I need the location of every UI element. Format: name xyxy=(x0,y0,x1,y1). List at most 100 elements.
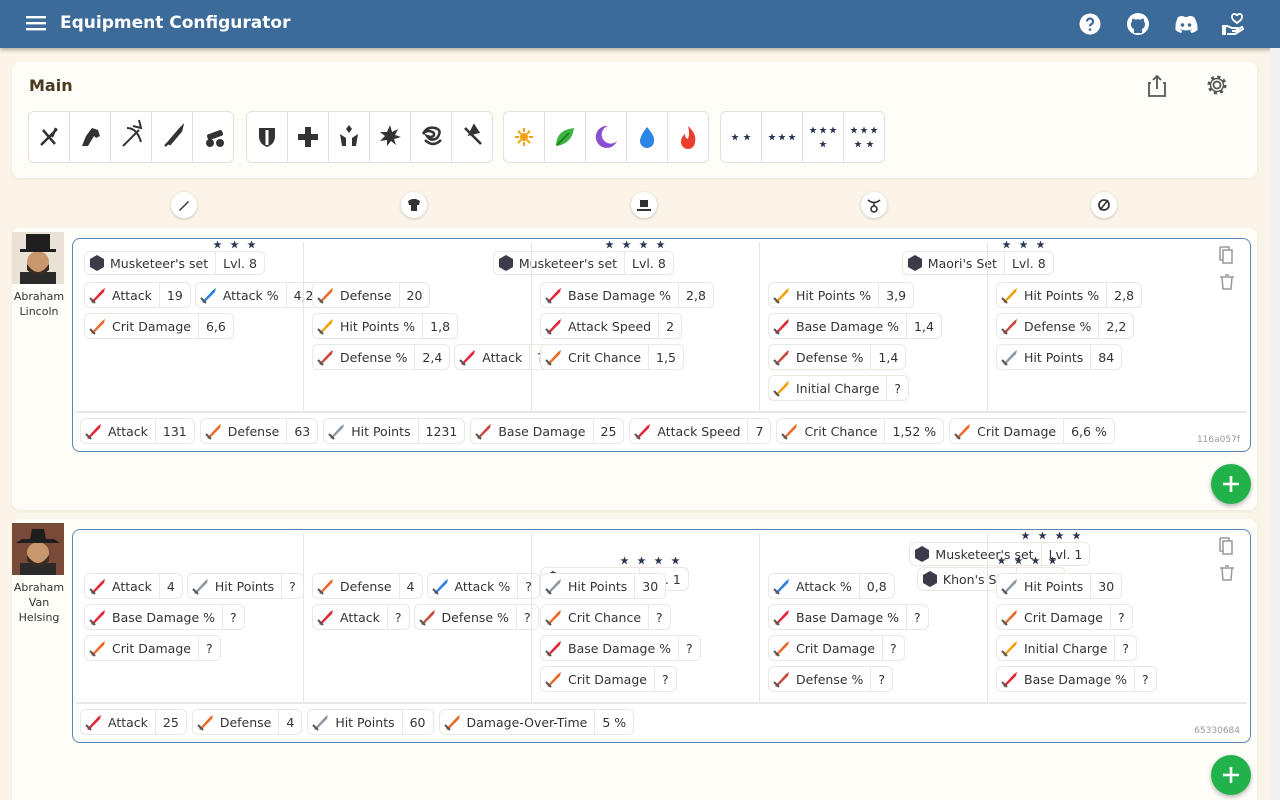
filter-button[interactable] xyxy=(545,112,586,162)
copy-button[interactable] xyxy=(1218,246,1236,266)
app-title: Equipment Configurator xyxy=(60,13,291,33)
avatar-face xyxy=(27,542,49,564)
rarity-star xyxy=(637,556,646,565)
filter-button[interactable] xyxy=(762,112,803,162)
discord-button[interactable] xyxy=(1174,15,1198,33)
filter-button[interactable] xyxy=(586,112,627,162)
stat-value: 4 xyxy=(166,578,175,594)
icon-shape xyxy=(461,350,476,365)
filter-button[interactable] xyxy=(29,112,70,162)
icon xyxy=(179,201,189,211)
stat-row: Hit Points 30 xyxy=(540,573,667,599)
icon-shape xyxy=(431,588,439,595)
stat-row: Defense % 1,4 xyxy=(768,344,907,370)
section-title: Main xyxy=(29,76,73,95)
delete-button[interactable] xyxy=(1219,565,1235,581)
icon-shape xyxy=(775,579,789,594)
element-filter xyxy=(503,111,709,163)
divider xyxy=(624,252,626,274)
icon-shape xyxy=(547,579,561,594)
filter-button[interactable] xyxy=(247,112,288,162)
stat-name: Defense % xyxy=(441,609,509,625)
stat-row: Defense %? xyxy=(768,666,894,692)
divider xyxy=(1040,543,1042,565)
hero-avatar xyxy=(12,523,64,575)
divider xyxy=(197,636,199,660)
filter-button[interactable] xyxy=(329,112,370,162)
filter-button[interactable] xyxy=(803,112,844,162)
filter-button[interactable] xyxy=(721,112,762,162)
delete-button[interactable] xyxy=(1219,274,1235,290)
share-button[interactable] xyxy=(1147,74,1167,98)
set-name: Musketeer's set xyxy=(935,546,1034,562)
github-button[interactable] xyxy=(1126,12,1150,36)
icon-shape xyxy=(1220,565,1234,581)
icon-shape xyxy=(773,390,780,397)
stat-row: Base Damage % 2,8 xyxy=(540,282,714,308)
filter-button[interactable] xyxy=(668,112,708,162)
stat-name: Base Damage % xyxy=(796,318,900,334)
star-shape xyxy=(1056,531,1064,539)
filter-button[interactable] xyxy=(452,112,492,162)
add-button[interactable] xyxy=(1211,464,1251,504)
weapon-column-header[interactable] xyxy=(171,192,197,218)
stat-name: Defense % xyxy=(1024,318,1092,334)
stat-value: 30 xyxy=(642,578,659,594)
star-shape xyxy=(605,240,613,248)
ring-column-header[interactable] xyxy=(1091,192,1117,218)
menu-button[interactable] xyxy=(26,14,46,32)
helmet-column-header[interactable] xyxy=(631,192,657,218)
divider xyxy=(870,667,872,691)
filter-button[interactable] xyxy=(411,112,452,162)
icon-shape xyxy=(201,288,216,303)
stat-chip: Attack %4,2 xyxy=(194,282,322,308)
stat-name: Damage-Over-Time xyxy=(466,714,588,730)
filter-button[interactable] xyxy=(111,112,152,162)
icon-shape xyxy=(1001,297,1008,304)
icon-shape xyxy=(545,328,552,335)
stat-value: ? xyxy=(525,578,532,594)
donate-button[interactable] xyxy=(1221,12,1245,36)
settings-button[interactable] xyxy=(1206,74,1228,96)
divider xyxy=(1090,345,1092,369)
icon-shape xyxy=(783,424,798,439)
add-button[interactable] xyxy=(1211,755,1251,795)
filter-button[interactable] xyxy=(627,112,668,162)
stat-icon xyxy=(545,641,561,657)
filter-button[interactable] xyxy=(370,112,411,162)
stat-value: 19 xyxy=(166,287,183,303)
stat-value: 25 xyxy=(162,714,179,730)
help-button[interactable] xyxy=(1079,13,1101,35)
stat-name: Attack xyxy=(482,349,523,365)
stat-chip: Base Damage %? xyxy=(84,604,245,630)
filter-button[interactable] xyxy=(70,112,111,162)
divider xyxy=(1109,605,1111,629)
icon-shape xyxy=(773,359,780,366)
icon-shape xyxy=(1001,619,1008,626)
filter-button[interactable] xyxy=(288,112,329,162)
stat-icon xyxy=(89,641,105,657)
armor-column-header[interactable] xyxy=(401,192,427,218)
stat-chip: Hit Points 30 xyxy=(996,573,1123,599)
filter-button[interactable] xyxy=(152,112,193,162)
copy-button[interactable] xyxy=(1218,537,1236,557)
filter-button[interactable] xyxy=(844,112,884,162)
stat-icon xyxy=(634,424,651,440)
icon-shape xyxy=(317,328,324,335)
filter-button[interactable] xyxy=(193,112,233,162)
stat-chip: Base Damage % 1,4 xyxy=(768,313,942,339)
stat-value: 2,8 xyxy=(686,287,706,303)
column-divider xyxy=(303,242,304,412)
rarity-filter xyxy=(720,111,885,163)
icon-shape xyxy=(775,381,789,396)
avatar-hat xyxy=(16,529,60,543)
plus-icon xyxy=(1223,767,1239,783)
icon-shape xyxy=(775,350,789,365)
stat-chip: Attack 25 xyxy=(80,709,187,735)
necklace-column-header[interactable] xyxy=(861,192,887,218)
divider xyxy=(197,314,199,338)
stat-name: Defense xyxy=(340,287,392,303)
stat-value: 1,52 % xyxy=(892,423,937,439)
filter-button[interactable] xyxy=(504,112,545,162)
